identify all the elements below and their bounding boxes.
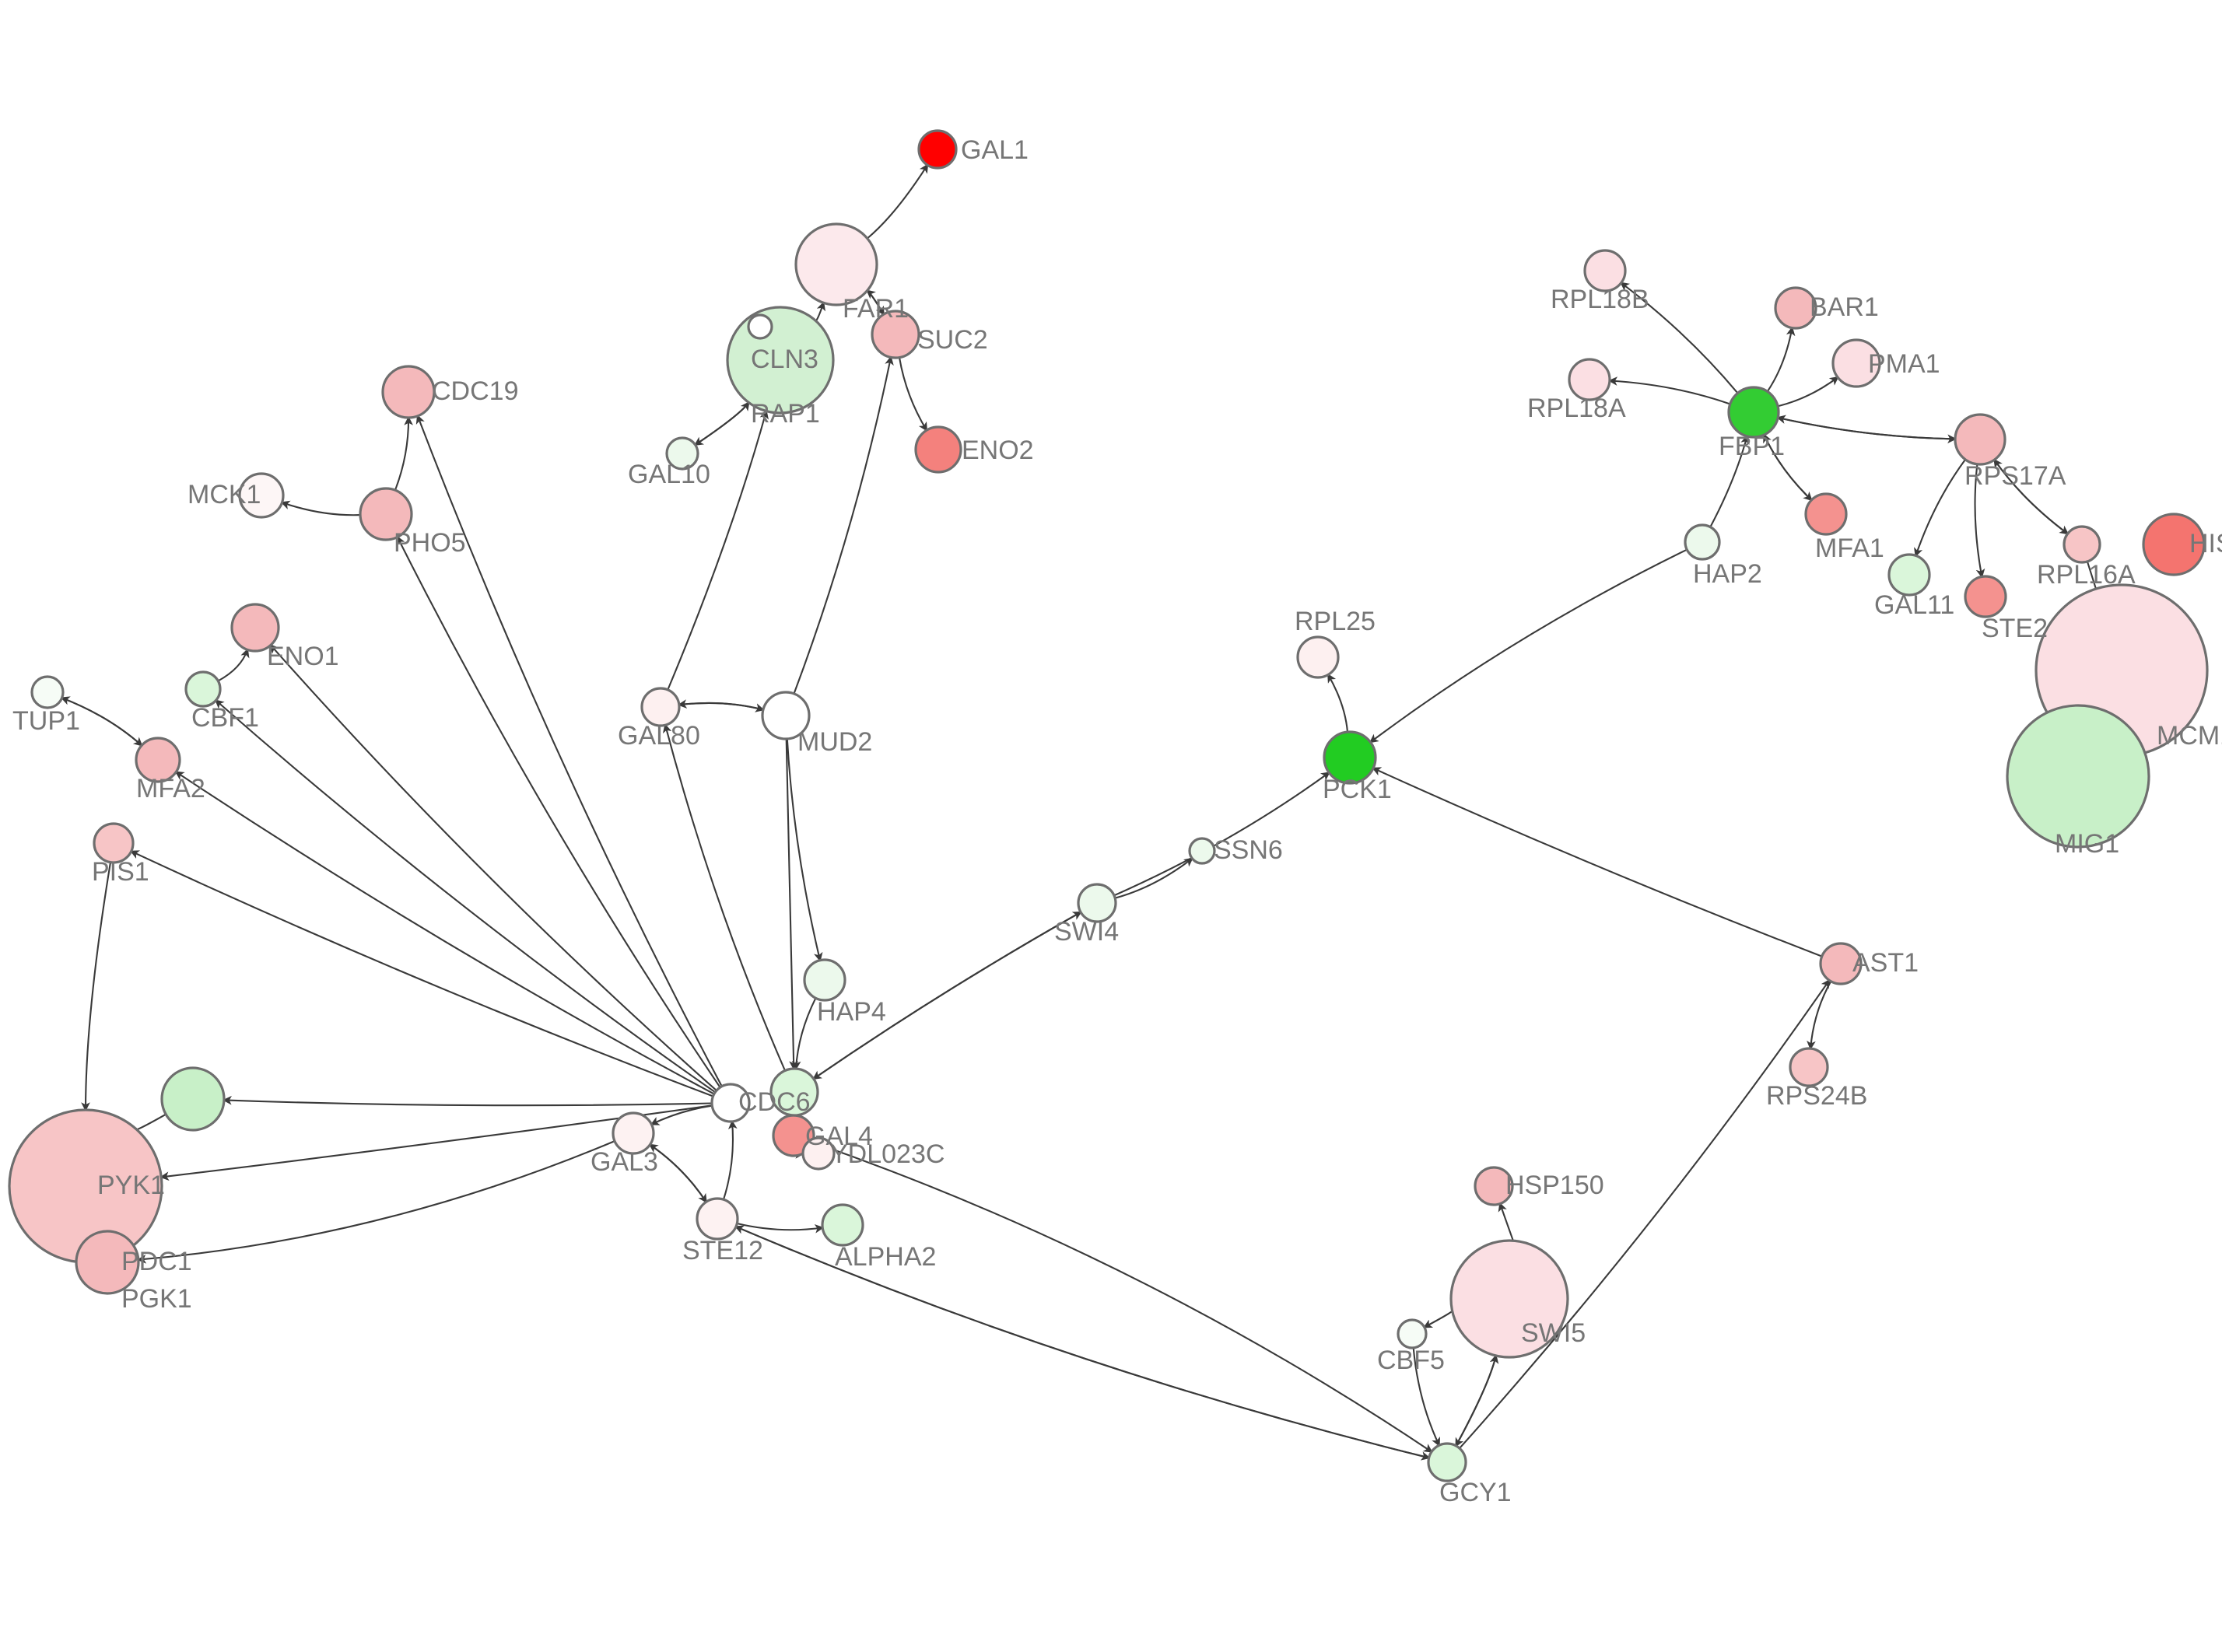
svg-text:RAP1: RAP1 [751, 399, 820, 429]
svg-text:SSN6: SSN6 [1214, 835, 1283, 865]
svg-text:PCK1: PCK1 [1323, 775, 1392, 804]
svg-text:HAP4: HAP4 [817, 997, 886, 1027]
svg-text:HSP150: HSP150 [1505, 1171, 1604, 1200]
svg-text:HAP2: HAP2 [1693, 559, 1762, 589]
svg-text:STE2: STE2 [1982, 614, 2048, 643]
svg-text:CBF1: CBF1 [191, 703, 259, 733]
svg-text:ENO2: ENO2 [962, 436, 1034, 465]
svg-text:GAL3: GAL3 [591, 1147, 658, 1177]
svg-text:ENO1: ENO1 [267, 642, 339, 671]
svg-text:RPL25: RPL25 [1295, 607, 1376, 636]
svg-text:MCK1: MCK1 [188, 480, 261, 509]
svg-text:CBF5: CBF5 [1377, 1346, 1445, 1375]
svg-text:CDC19: CDC19 [432, 376, 518, 406]
svg-text:PMA1: PMA1 [1868, 349, 1940, 379]
svg-text:YDL023C: YDL023C [830, 1139, 945, 1169]
svg-text:SWI4: SWI4 [1054, 917, 1119, 947]
svg-text:GAL10: GAL10 [628, 460, 710, 489]
svg-text:GCY1: GCY1 [1439, 1478, 1512, 1507]
svg-text:PDC1: PDC1 [121, 1247, 192, 1276]
svg-text:MUD2: MUD2 [797, 727, 872, 757]
svg-text:MCM1: MCM1 [2157, 721, 2222, 751]
svg-text:AST1: AST1 [1852, 948, 1919, 978]
svg-text:ALPHA2: ALPHA2 [835, 1242, 936, 1272]
svg-text:FBP1: FBP1 [1719, 432, 1785, 461]
svg-text:RPL16A: RPL16A [2037, 560, 2136, 590]
svg-text:RPS17A: RPS17A [1964, 461, 2066, 491]
svg-text:SWI5: SWI5 [1521, 1318, 1586, 1348]
svg-text:HIS4: HIS4 [2189, 529, 2222, 558]
svg-text:BAR1: BAR1 [1810, 292, 1879, 322]
svg-text:GAL80: GAL80 [618, 721, 700, 751]
svg-text:PIS1: PIS1 [92, 857, 149, 887]
svg-text:GAL11: GAL11 [1874, 590, 1954, 620]
svg-text:TUP1: TUP1 [12, 706, 80, 736]
svg-text:CDC6: CDC6 [738, 1087, 811, 1117]
svg-text:MIG1: MIG1 [2055, 829, 2119, 859]
svg-text:PHO5: PHO5 [394, 528, 466, 558]
svg-text:RPS24B: RPS24B [1766, 1081, 1867, 1111]
svg-text:STE12: STE12 [682, 1236, 763, 1265]
svg-text:CLN3: CLN3 [751, 345, 818, 374]
svg-text:SUC2: SUC2 [917, 325, 988, 355]
svg-text:PYK1: PYK1 [97, 1171, 165, 1200]
svg-text:MFA1: MFA1 [1815, 534, 1884, 563]
svg-text:FAR1: FAR1 [843, 294, 909, 324]
svg-text:RPL18B: RPL18B [1551, 285, 1649, 314]
svg-text:PGK1: PGK1 [121, 1284, 192, 1314]
svg-text:GAL1: GAL1 [961, 135, 1029, 165]
svg-text:MFA2: MFA2 [136, 774, 205, 803]
svg-text:RPL18A: RPL18A [1527, 394, 1626, 423]
